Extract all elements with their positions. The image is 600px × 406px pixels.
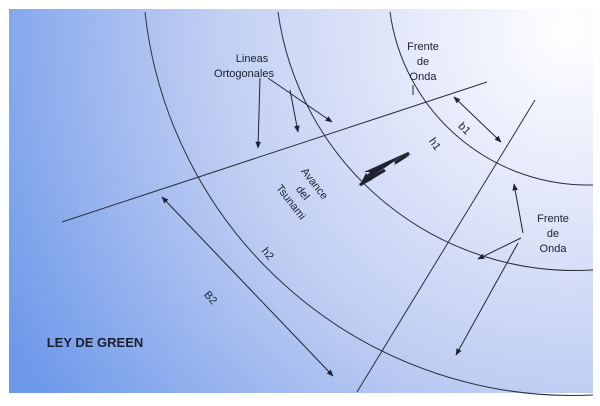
front-arrow-up — [512, 183, 524, 234]
label-front-top-3: Onda — [410, 71, 438, 83]
label-front-right-2: de — [547, 228, 559, 240]
diagram-title: LEY DE GREEN — [47, 335, 144, 350]
wave-front-arc-2 — [277, 11, 594, 272]
ortho-arrow-left — [255, 77, 261, 149]
label-front-right-1: Frente — [537, 213, 569, 225]
label-ortho-1: Lineas — [236, 53, 269, 65]
front-arrow-down — [455, 242, 519, 356]
label-front-top-1: Frente — [407, 41, 439, 53]
tsunami-advance-arrow — [358, 151, 412, 187]
orthogonal-line-2 — [356, 99, 536, 393]
ortho-arrow-right — [267, 77, 333, 123]
label-front-right-3: Onda — [540, 243, 568, 255]
b1-arrow — [453, 96, 502, 143]
label-front-top-2: de — [417, 56, 429, 68]
ortho-arrow-mid — [289, 89, 300, 133]
orthogonal-line-1 — [61, 81, 488, 223]
front-arrow-left — [477, 237, 522, 260]
label-ortho-2: Ortogonales — [214, 68, 274, 80]
b2-arrow — [161, 196, 334, 377]
label-h1: h1 — [426, 136, 443, 153]
